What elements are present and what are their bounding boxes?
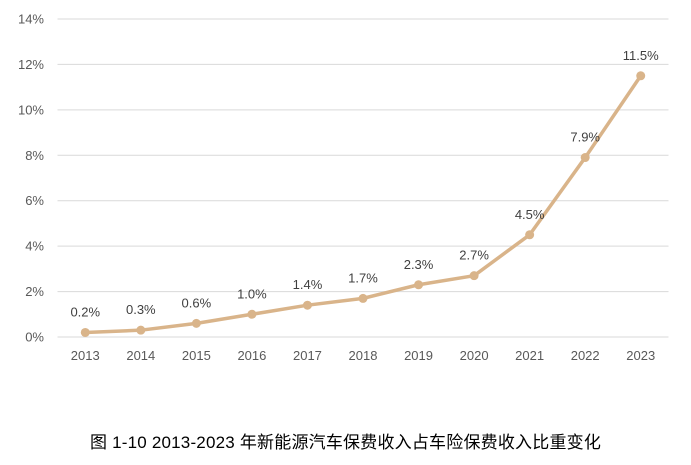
y-axis-tick-label: 14%	[18, 12, 44, 27]
x-axis-tick-label: 2019	[404, 348, 433, 363]
data-point	[469, 271, 479, 281]
x-axis-tick-label: 2013	[71, 348, 100, 363]
data-point	[302, 300, 312, 310]
figure-caption: 图 1-10 2013-2023 年新能源汽车保费收入占车险保费收入比重变化	[89, 433, 602, 452]
data-point	[636, 71, 646, 81]
data-point	[247, 309, 257, 319]
x-axis-tick-label: 2017	[293, 348, 322, 363]
data-point-label: 0.2%	[70, 304, 100, 319]
data-point	[136, 325, 146, 335]
x-axis-tick-label: 2021	[515, 348, 544, 363]
x-axis-tick-label: 2015	[182, 348, 211, 363]
data-point	[191, 318, 201, 328]
y-axis-tick-label: 2%	[25, 284, 44, 299]
data-point-label: 0.3%	[126, 302, 156, 317]
y-axis-tick-label: 8%	[25, 148, 44, 163]
x-axis-tick-label: 2018	[349, 348, 378, 363]
y-axis-tick-label: 0%	[25, 330, 44, 345]
x-axis-tick-label: 2023	[626, 348, 655, 363]
data-point	[358, 293, 368, 303]
data-point-label: 11.5%	[623, 48, 659, 63]
data-point	[80, 327, 90, 337]
x-axis-tick-label: 2020	[460, 348, 489, 363]
x-axis-tick-label: 2016	[237, 348, 266, 363]
data-point-label: 1.4%	[293, 277, 323, 292]
data-point	[580, 153, 590, 163]
y-axis-tick-label: 12%	[18, 57, 44, 72]
data-point-label: 2.3%	[404, 257, 434, 272]
x-axis-tick-label: 2014	[126, 348, 155, 363]
line-chart: 0% 2% 4% 6% 8% 10% 12% 14% 2013 2014 2015 2016 2017 2…	[18, 12, 669, 363]
y-axis-tick-label: 4%	[25, 239, 44, 254]
y-axis-tick-label: 10%	[18, 102, 44, 117]
data-point-label: 1.0%	[237, 286, 267, 301]
data-point-label: 2.7%	[459, 248, 489, 263]
y-axis-tick-label: 6%	[25, 193, 44, 208]
data-point-label: 4.5%	[515, 207, 545, 222]
data-point-label: 1.7%	[348, 270, 378, 285]
data-point	[525, 230, 535, 240]
x-axis-tick-label: 2022	[571, 348, 600, 363]
data-point-label: 7.9%	[570, 130, 600, 145]
data-point-label: 0.6%	[182, 295, 212, 310]
data-point	[414, 280, 424, 290]
